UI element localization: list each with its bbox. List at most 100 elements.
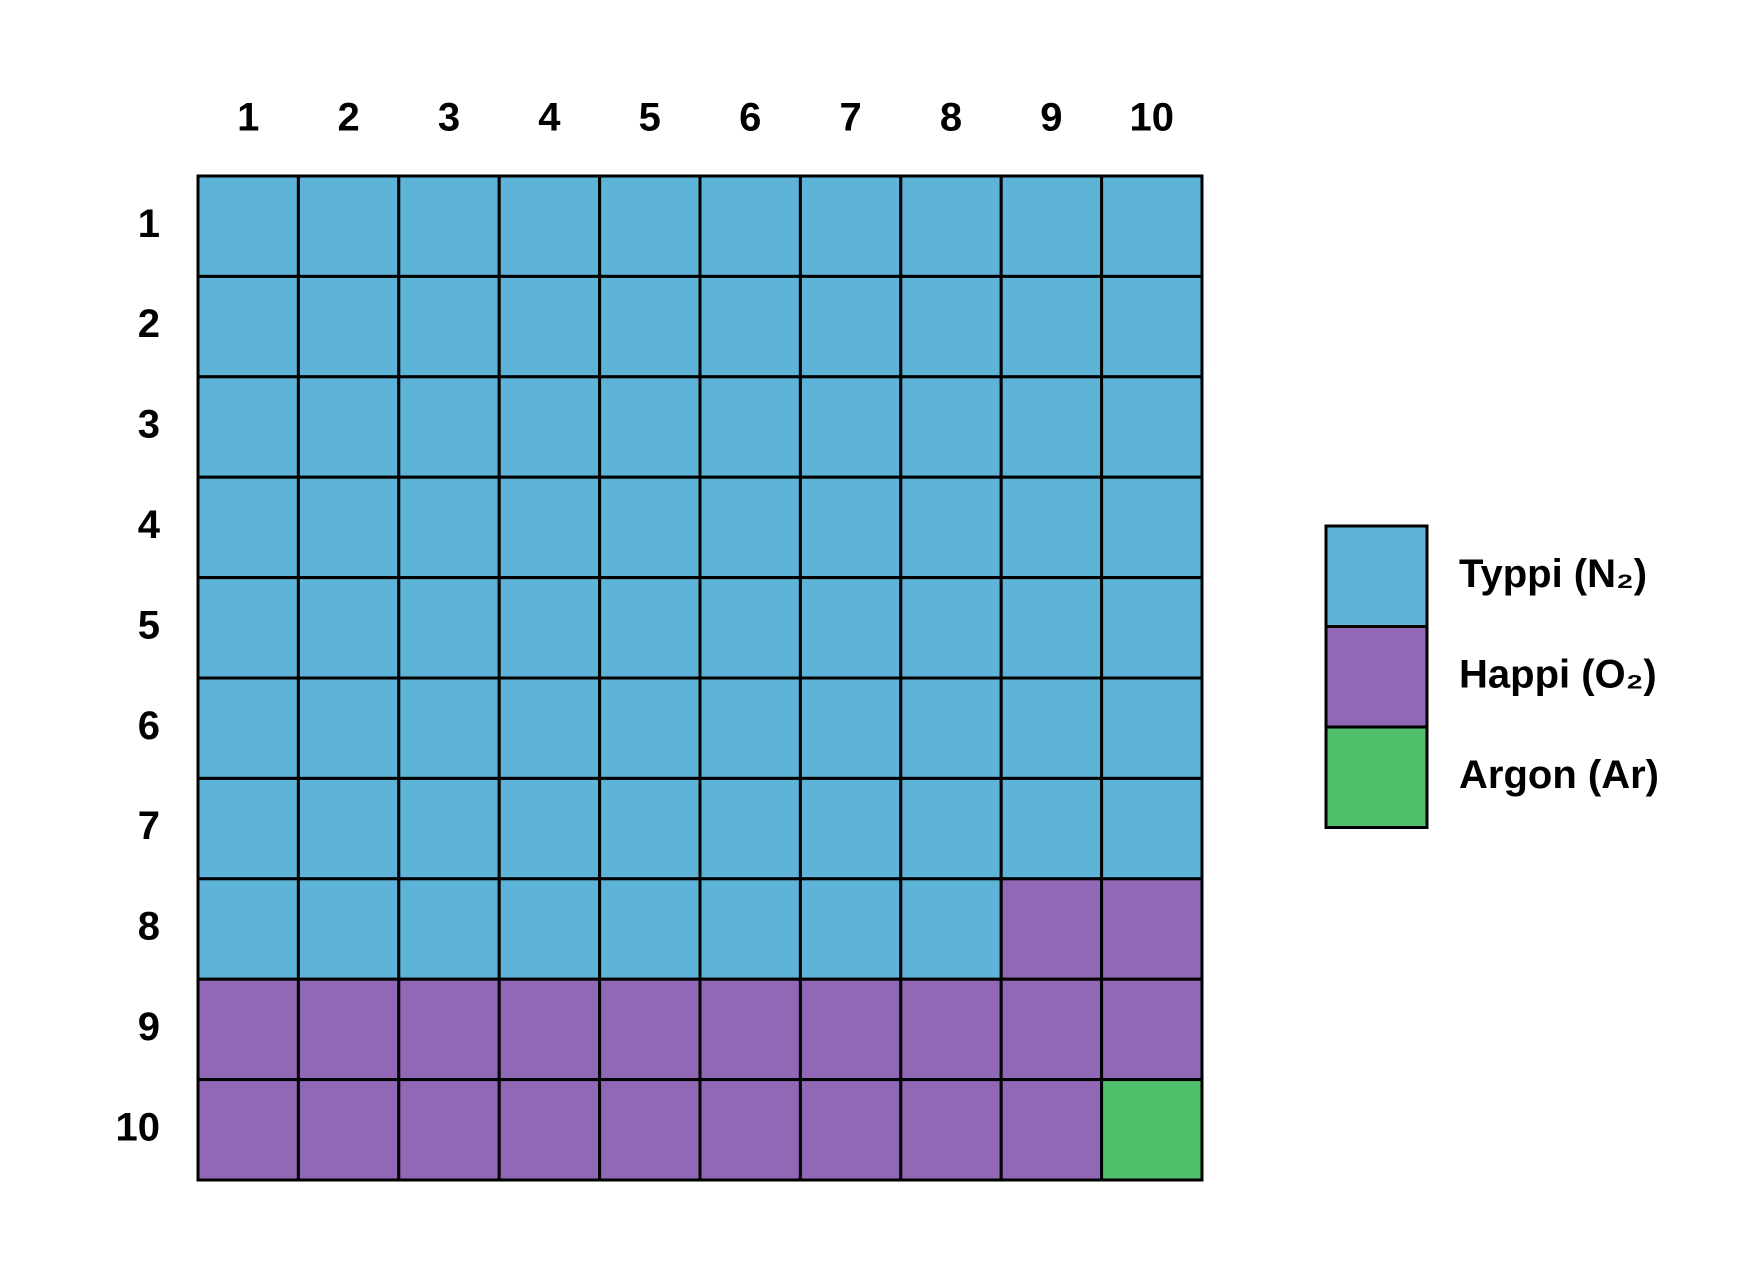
column-label: 4 — [538, 96, 561, 140]
column-label: 10 — [1130, 96, 1175, 140]
cell — [1100, 475, 1204, 580]
cell — [397, 274, 501, 379]
cell — [196, 776, 300, 881]
cell — [397, 977, 501, 1082]
cell — [397, 1078, 501, 1182]
cell — [196, 274, 300, 379]
cell — [798, 676, 903, 780]
cell — [196, 1078, 300, 1182]
cell — [397, 676, 501, 780]
cell — [598, 1078, 702, 1182]
cell — [598, 676, 702, 780]
column-label: 9 — [1040, 96, 1062, 140]
cell — [497, 576, 602, 680]
cell — [397, 375, 501, 479]
row-label: 1 — [138, 202, 160, 246]
column-label: 1 — [237, 96, 259, 140]
cell — [999, 174, 1104, 278]
cell — [899, 1078, 1003, 1182]
cell — [196, 375, 300, 479]
cell — [296, 576, 401, 680]
cell — [497, 1078, 602, 1182]
cell — [899, 475, 1003, 580]
cell — [296, 776, 401, 881]
cell — [296, 475, 401, 580]
cell — [397, 174, 501, 278]
legend-label: Typpi (N₂) — [1459, 552, 1647, 596]
row-label: 6 — [138, 704, 160, 748]
column-label: 3 — [438, 96, 460, 140]
cell — [598, 174, 702, 278]
cell — [296, 174, 401, 278]
cell — [598, 877, 702, 981]
cell — [397, 776, 501, 881]
cell — [698, 475, 802, 580]
row-label: 3 — [138, 403, 160, 447]
legend-label: Argon (Ar) — [1459, 753, 1659, 797]
row-label: 4 — [138, 503, 161, 547]
cell — [899, 375, 1003, 479]
cell — [798, 576, 903, 680]
cell — [899, 576, 1003, 680]
cell — [598, 274, 702, 379]
cell — [497, 475, 602, 580]
cell — [899, 877, 1003, 981]
cell — [497, 375, 602, 479]
cell — [196, 174, 300, 278]
cell — [798, 877, 903, 981]
cell — [497, 676, 602, 780]
cell — [698, 1078, 802, 1182]
cell — [698, 174, 802, 278]
cell — [798, 776, 903, 881]
cell — [899, 274, 1003, 379]
cell — [798, 1078, 903, 1182]
cell — [999, 977, 1104, 1082]
cell — [497, 776, 602, 881]
cell — [999, 676, 1104, 780]
cell — [497, 877, 602, 981]
cell — [598, 576, 702, 680]
cell — [296, 877, 401, 981]
row-label: 9 — [138, 1005, 160, 1049]
cell — [1100, 375, 1204, 479]
row-label: 10 — [116, 1105, 161, 1149]
cell — [1100, 274, 1204, 379]
cell — [1100, 776, 1204, 881]
cell — [196, 475, 300, 580]
cell — [296, 375, 401, 479]
cell — [899, 174, 1003, 278]
cell — [598, 776, 702, 881]
cell — [397, 877, 501, 981]
cell — [698, 274, 802, 379]
cell — [999, 1078, 1104, 1182]
cell — [798, 375, 903, 479]
cell — [296, 274, 401, 379]
cell — [598, 977, 702, 1082]
cell — [1100, 174, 1204, 278]
legend-swatch — [1324, 524, 1429, 628]
cell — [296, 1078, 401, 1182]
cell — [698, 977, 802, 1082]
cell — [899, 977, 1003, 1082]
cell — [397, 576, 501, 680]
cell — [698, 676, 802, 780]
cell — [899, 776, 1003, 881]
cell — [999, 274, 1104, 379]
cell — [1100, 576, 1204, 680]
cell — [196, 576, 300, 680]
cell — [698, 877, 802, 981]
cell — [798, 174, 903, 278]
cell — [196, 977, 300, 1082]
row-label: 5 — [138, 603, 160, 647]
cell — [698, 375, 802, 479]
cell — [497, 174, 602, 278]
column-label: 6 — [739, 96, 761, 140]
cell — [798, 274, 903, 379]
cell — [1100, 676, 1204, 780]
cell — [598, 475, 702, 580]
cell — [999, 375, 1104, 479]
column-label: 5 — [639, 96, 661, 140]
legend-label: Happi (O₂) — [1459, 652, 1657, 696]
cell — [196, 676, 300, 780]
